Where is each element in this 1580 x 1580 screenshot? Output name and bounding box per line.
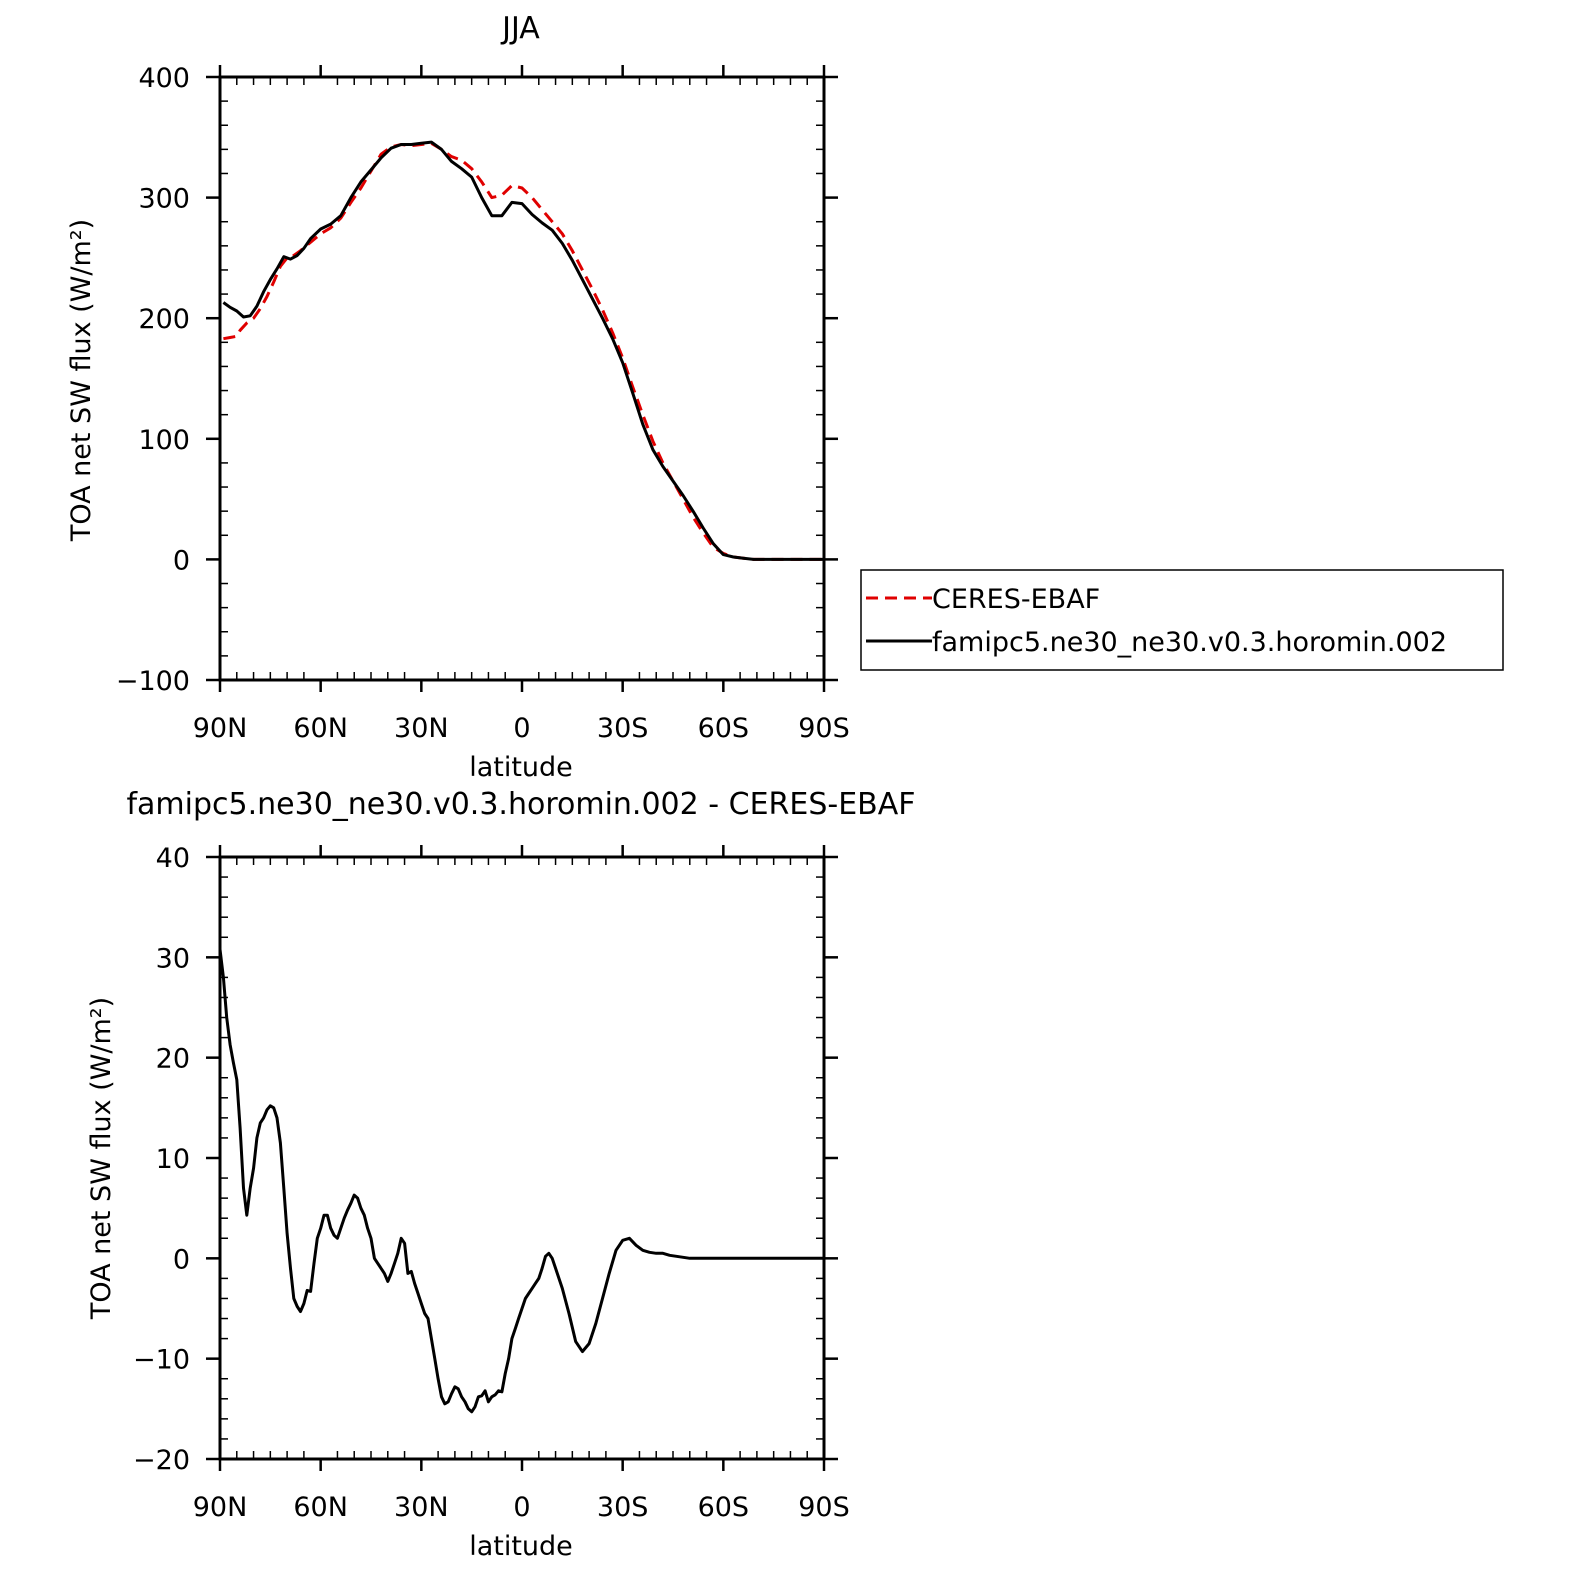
bottom-panel-y-axis-title: TOA net SW flux (W/m²) [86, 997, 117, 1320]
bottom-panel-lines [218, 949, 824, 1414]
top-panel-frame [218, 75, 826, 682]
x-tick-label: 30S [597, 1492, 649, 1523]
x-tick-label: 60S [698, 1492, 750, 1523]
y-tick-label: 400 [138, 63, 190, 94]
bottom-panel-tick-labels: 90N 60N 30N 0 30S 60S 90S −20 −10 0 10 20 30 40 [133, 843, 850, 1523]
y-tick-label: 0 [173, 545, 190, 576]
y-tick-label: 30 [156, 943, 190, 974]
x-tick-label: 0 [513, 1492, 530, 1523]
y-tick-label: 200 [138, 304, 190, 335]
top-panel-title: JJA [500, 11, 540, 46]
series-line-famipc5-ne30-ne30-v0-3-horomin-002 [222, 140, 824, 561]
top-panel-lines [222, 140, 824, 561]
y-tick-label: −100 [116, 666, 190, 697]
x-tick-label: 90N [193, 1492, 248, 1523]
bottom-panel-x-axis-title: latitude [469, 1531, 573, 1562]
y-tick-label: 10 [156, 1144, 190, 1175]
x-tick-label: 90S [798, 1492, 850, 1523]
top-panel-y-axis-title: TOA net SW flux (W/m²) [66, 219, 97, 542]
x-tick-label: 90N [193, 713, 248, 744]
x-tick-label: 0 [513, 713, 530, 744]
bottom-panel-title: famipc5.ne30_ne30.v0.3.horomin.002 - CER… [126, 787, 915, 822]
legend-label-model: famipc5.ne30_ne30.v0.3.horomin.002 [932, 627, 1447, 658]
y-tick-label: 100 [138, 425, 190, 456]
bottom-panel-frame [218, 855, 826, 1461]
x-tick-label: 90S [798, 713, 850, 744]
x-tick-label: 30N [394, 713, 449, 744]
legend-label-ceres: CERES-EBAF [932, 584, 1100, 615]
y-tick-label: −20 [133, 1445, 190, 1476]
top-panel-x-axis-title: latitude [469, 752, 573, 783]
top-panel-ticks [206, 65, 838, 692]
x-tick-label: 30N [394, 1492, 449, 1523]
series-line-difference [218, 949, 824, 1414]
y-tick-label: 40 [156, 843, 190, 874]
x-tick-label: 60N [293, 1492, 348, 1523]
x-tick-label: 30S [597, 713, 649, 744]
top-panel: JJA 90N 60N 30N 0 30S 60S 90S −100 0 100 200 300 400… [66, 11, 850, 783]
x-tick-label: 60N [293, 713, 348, 744]
bottom-panel-ticks [206, 845, 838, 1471]
top-panel-tick-labels: 90N 60N 30N 0 30S 60S 90S −100 0 100 200 300 400 [116, 63, 850, 744]
y-tick-label: 20 [156, 1044, 190, 1075]
y-tick-label: 300 [138, 184, 190, 215]
y-tick-label: −10 [133, 1345, 190, 1376]
legend-box [860, 569, 1504, 671]
legend: CERES-EBAF famipc5.ne30_ne30.v0.3.horomi… [860, 569, 1504, 671]
y-tick-label: 0 [173, 1244, 190, 1275]
x-tick-label: 60S [698, 713, 750, 744]
bottom-panel: famipc5.ne30_ne30.v0.3.horomin.002 - CER… [86, 787, 916, 1562]
